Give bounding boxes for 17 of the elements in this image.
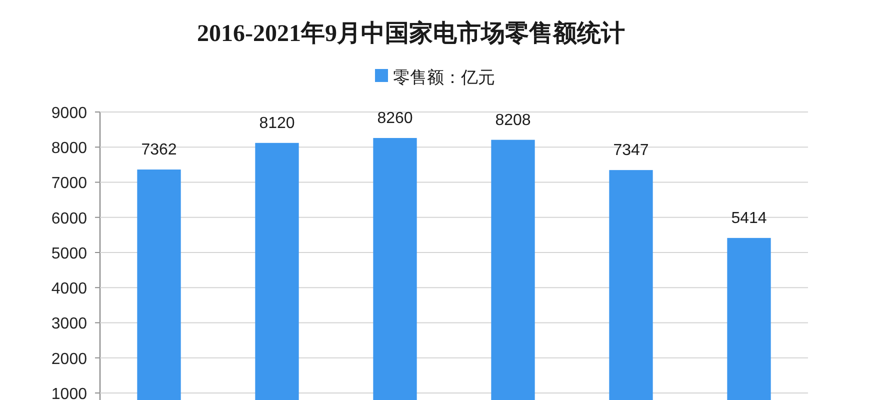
y-tick-label: 1000: [51, 386, 88, 400]
legend: 零售额：亿元: [375, 68, 495, 87]
chart-title: 2016-2021年9月中国家电市场零售额统计: [197, 20, 625, 47]
y-tick-label: 6000: [51, 210, 88, 228]
y-tick-label: 7000: [51, 175, 88, 192]
y-tick-label: 8000: [51, 140, 88, 158]
y-tick-label: 2000: [51, 350, 88, 368]
data-label: 5414: [731, 210, 767, 227]
data-label: 7347: [613, 142, 649, 160]
data-label: 8260: [377, 110, 413, 127]
y-tick-label: 5000: [51, 245, 88, 262]
data-label: 8208: [495, 112, 531, 129]
y-tick-label: 9000: [51, 105, 88, 122]
data-label: 7362: [141, 142, 177, 159]
data-label: 8120: [259, 114, 295, 132]
y-tick-label: 3000: [51, 316, 88, 333]
y-tick-label: 4000: [51, 280, 88, 298]
